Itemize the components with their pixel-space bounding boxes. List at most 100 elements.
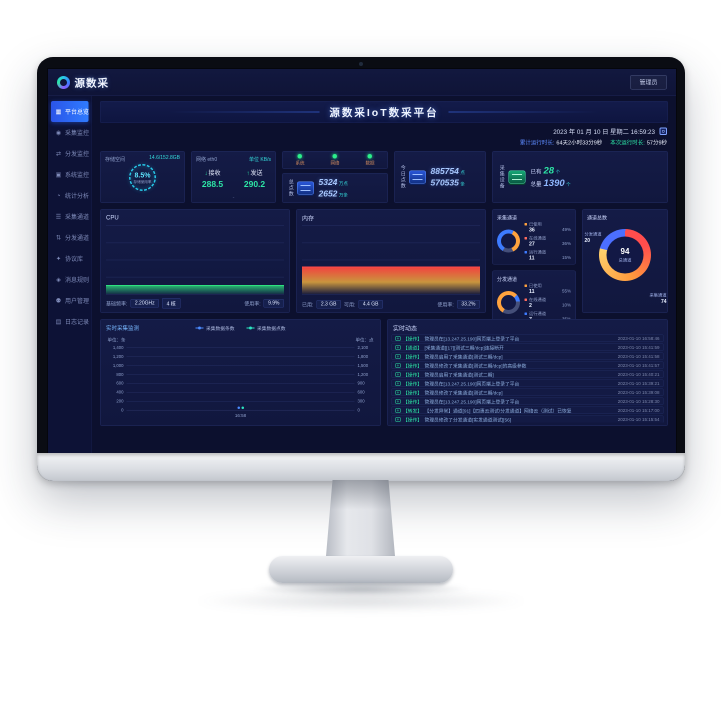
memory-title: 内存 <box>302 215 315 222</box>
status-label: 网络 <box>330 160 340 166</box>
protocol-library-icon: ✦ <box>55 255 62 262</box>
activity-row[interactable]: + 【转发】 【分发异常】通道[91]【四惠云测试/分发通道】网络云（测试）已恢复 2… <box>391 406 664 414</box>
memory-usage-value: 33.2% <box>456 300 480 309</box>
total-points-unit: 万点 <box>338 180 348 186</box>
legend-marker-icon <box>524 222 527 226</box>
sidebar-item-统计分析[interactable]: ◔ 统计分析 <box>51 185 89 206</box>
brand: 源数采 <box>57 75 109 90</box>
legend-value: 36 <box>529 227 535 233</box>
sidebar-item-label: 平台总览 <box>65 108 90 116</box>
legend-line-icon <box>246 326 255 330</box>
sidebar-item-label: 系统监控 <box>65 171 90 179</box>
cpu-title: CPU <box>106 214 119 221</box>
admin-button[interactable]: 管理员 <box>629 75 667 90</box>
plus-icon: + <box>395 371 401 377</box>
total-points-card: 总点数 5324 万点 2652 万条 <box>282 173 388 203</box>
right-axis-tick: 1,200 <box>357 371 369 377</box>
today-points-unit: 条 <box>460 181 465 187</box>
legend-percent: 49% <box>561 227 571 232</box>
sidebar-item-消息规则[interactable]: ◈ 消息规则 <box>51 269 89 290</box>
status-dots-card: 系统 网络 数据 <box>282 151 388 169</box>
devices-existing: 已有 28 个 <box>530 165 561 176</box>
plus-icon: + <box>395 380 401 386</box>
activity-text: 管理员启用了采集通道[测试二期] <box>424 372 494 378</box>
device-icon <box>508 170 526 184</box>
sidebar-item-协议库[interactable]: ✦ 协议库 <box>51 248 89 269</box>
activity-row[interactable]: + 【操作】 管理员修改了采集通道[测试三期/dcp]的高级参数 2023-01-10… <box>391 361 664 369</box>
legend-percent: 15% <box>561 255 571 260</box>
activity-tag: 【操作】 <box>403 372 423 378</box>
plus-icon: + <box>395 353 401 359</box>
sidebar-item-分发监控[interactable]: ⇄ 分发监控 <box>51 143 89 164</box>
activity-time: 2023-01-10 15:40:21 <box>617 371 660 377</box>
plus-icon: + <box>395 389 401 395</box>
network-unit: 单位 KB/s <box>249 157 271 163</box>
logo-text: 源数采 <box>74 77 109 89</box>
activity-row[interactable]: + 【操作】 管理员修改了分发通道[实发通道测试][56] 2023-01-10 15… <box>391 415 664 423</box>
stand-shadow <box>250 582 471 596</box>
memory-panel: 内存 已用: 2.3 GB 可用: 4.4 GB <box>296 209 486 313</box>
dispatch-channel-title: 分发通道 <box>497 277 517 283</box>
memory-free-value: 4.4 GB <box>358 300 383 309</box>
activity-time: 2023-01-10 15:39:08 <box>617 389 660 395</box>
dispatch-monitor-icon: ⇄ <box>55 150 62 157</box>
memory-used-value: 2.3 GB <box>316 300 341 309</box>
memory-used-label: 已用: <box>302 302 314 309</box>
cpu-usage-label: 使用率: <box>244 301 261 308</box>
legend-label: 已使用 <box>529 221 542 227</box>
status-ok-dot <box>367 154 373 159</box>
realtime-chart-panel: 实时采集监测 采集数据条数 采集数据点数 单位：条 单位：点 16:58 1,40… <box>100 319 381 426</box>
collect-channel-donut <box>497 229 520 253</box>
legend-percent: 55% <box>561 288 571 294</box>
legend-value: 11 <box>529 255 535 261</box>
collect-count-label: 采集通道 74 <box>649 292 667 305</box>
status-item-数据: 数据 <box>365 154 375 166</box>
activity-text: 管理员在[13.247.25.190]网页端上登录了平台 <box>424 381 520 387</box>
activity-row[interactable]: + 【操作】 管理员启用了采集通道[测试二期] 2023-01-10 15:40:21 <box>391 370 664 378</box>
legend-marker-icon <box>524 250 527 254</box>
channel-legend-row: 在线通道 27 36% <box>524 235 571 247</box>
legend-marker-icon <box>524 284 527 287</box>
legend-line-icon <box>195 326 204 330</box>
activity-time: 2023-01-10 15:41:59 <box>617 344 660 350</box>
activity-row[interactable]: + 【操作】 管理员在[13.247.25.190]网页端上登录了平台 2023-01… <box>391 397 664 405</box>
right-axis-tick: 1,800 <box>357 353 369 359</box>
status-label: 系统 <box>295 160 305 166</box>
sidebar-item-系统监控[interactable]: ▣ 系统监控 <box>51 164 89 185</box>
sidebar-item-用户管理[interactable]: ⚉ 用户管理 <box>51 290 89 311</box>
right-axis-tick: 1,500 <box>357 362 369 368</box>
activity-time: 2023-01-10 15:39:21 <box>617 380 660 386</box>
fullscreen-icon[interactable] <box>659 127 667 135</box>
plus-icon: + <box>395 362 401 368</box>
sidebar-item-label: 消息规则 <box>65 276 90 284</box>
activity-tag: 【操作】 <box>403 363 423 369</box>
activity-row[interactable]: + 【操作】 管理员启用了采集通道[测试三期/dcp] 2023-01-10 15:4… <box>391 352 664 360</box>
activity-row[interactable]: + 【操作】 管理员在[13.247.25.190]网页端上登录了平台 2023-01… <box>391 334 664 342</box>
arrow-up-icon: ↑ <box>246 169 250 177</box>
sidebar-item-日志记录[interactable]: ▤ 日志记录 <box>51 311 89 332</box>
monitor-stand-neck <box>325 480 396 562</box>
monitor-frame: 源数采 管理员 ▦ 平台总览 ◉ 采集监控 ⇄ 分发监控 ▣ 系统监控 ◔ 统计分析 ☰ 采集通道 ⇅ 分… <box>37 57 685 481</box>
status-ok-dot <box>297 154 303 159</box>
uptime-session: 本次运行时长: 57分9秒 <box>610 140 667 146</box>
activity-row[interactable]: + 【通道】 [采集通道][17][测试三期/dcp]连接断开 2023-01-10 … <box>391 343 664 351</box>
right-axis-label: 单位：点 <box>355 337 374 343</box>
sidebar-item-平台总览[interactable]: ▦ 平台总览 <box>51 101 89 122</box>
activity-row[interactable]: + 【操作】 管理员修改了采集通道[测试三期/dcp] 2023-01-10 15:3… <box>391 388 664 396</box>
realtime-chart-title: 实时采集监测 <box>106 325 139 332</box>
activity-row[interactable]: + 【操作】 管理员在[13.247.25.190]网页端上登录了平台 2023-01… <box>391 379 664 387</box>
dispatch-channel-donut <box>497 291 520 314</box>
activity-tag: 【操作】 <box>403 390 423 396</box>
sidebar-item-采集通道[interactable]: ☰ 采集通道 <box>51 206 89 227</box>
plus-icon: + <box>395 344 401 350</box>
sidebar-item-采集监控[interactable]: ◉ 采集监控 <box>51 122 89 143</box>
page-title: 源数采IoT数采平台 <box>329 107 439 119</box>
memory-chart <box>302 225 480 295</box>
overview-grid-icon: ▦ <box>55 108 62 115</box>
total-points-value: 5324 <box>318 177 338 187</box>
sidebar-item-label: 统计分析 <box>65 192 90 200</box>
sidebar-item-分发通道[interactable]: ⇅ 分发通道 <box>51 227 89 248</box>
channel-total-caption: 总通道 <box>618 257 632 263</box>
network-recv-value: 288.5 <box>201 179 224 190</box>
chart-legend-item: 采集数据条数 <box>195 325 235 332</box>
